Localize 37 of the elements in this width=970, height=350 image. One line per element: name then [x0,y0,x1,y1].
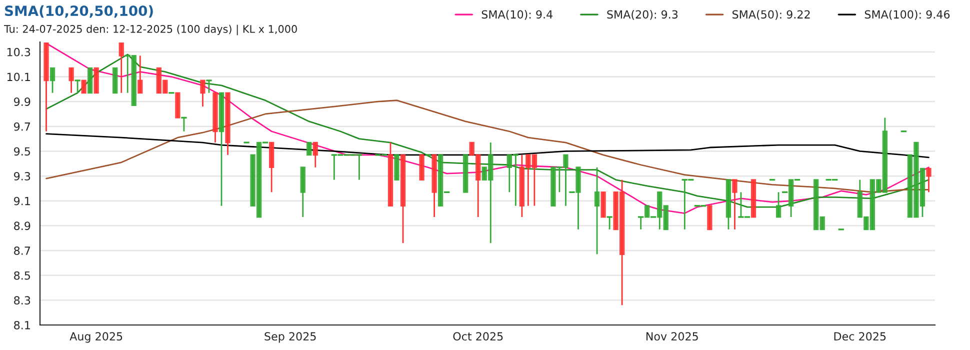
candlestick [732,179,738,230]
x-tick-label: Oct 2025 [453,332,503,341]
candlestick [138,54,143,94]
candlestick [707,205,712,230]
x-tick-label: Sep 2025 [264,332,316,343]
y-tick-label: 10.1 [7,72,30,82]
candlestick [118,42,124,94]
y-tick-label: 9.3 [14,172,30,180]
x-tick-label: Dec 2025 [834,332,886,341]
candlestick [926,168,932,193]
candlestick [68,67,74,94]
candlestick [200,80,206,108]
y-tick-label: 9.5 [14,147,30,156]
legend-label: SMA(20): 9.3 [607,10,678,20]
candlestick [776,191,782,218]
chart-title: SMA(10,20,50,100) [4,5,153,18]
legend-label: SMA(100): 9.46 [864,10,950,20]
legend-label: SMA(50): 9.22 [732,10,810,20]
y-tick-label: 9.7 [14,122,30,131]
y-tick-label: 8.1 [14,320,30,330]
y-tick-label: 10.3 [7,48,30,56]
candlestick [312,142,318,168]
x-tick-label: Nov 2025 [646,332,698,341]
y-tick-label: 8.7 [14,246,30,255]
y-tick-label: 8.3 [14,296,30,305]
y-tick-label: 9.1 [14,196,30,206]
chart-subtitle: Tu: 24-07-2025 den: 12-12-2025 (100 days) | KL x 1,000 [4,24,297,36]
candlestick [50,67,56,94]
candlestick [81,80,86,94]
line-series [46,100,930,193]
y-tick-label: 9.9 [14,98,30,106]
candlestick [306,142,312,156]
x-tick-label: Aug 2025 [70,332,122,343]
y-tick-label: 8.9 [14,222,30,230]
legend-label: SMA(10): 9.4 [482,10,552,20]
candlestick [594,166,600,255]
y-tick-label: 8.5 [14,271,30,280]
